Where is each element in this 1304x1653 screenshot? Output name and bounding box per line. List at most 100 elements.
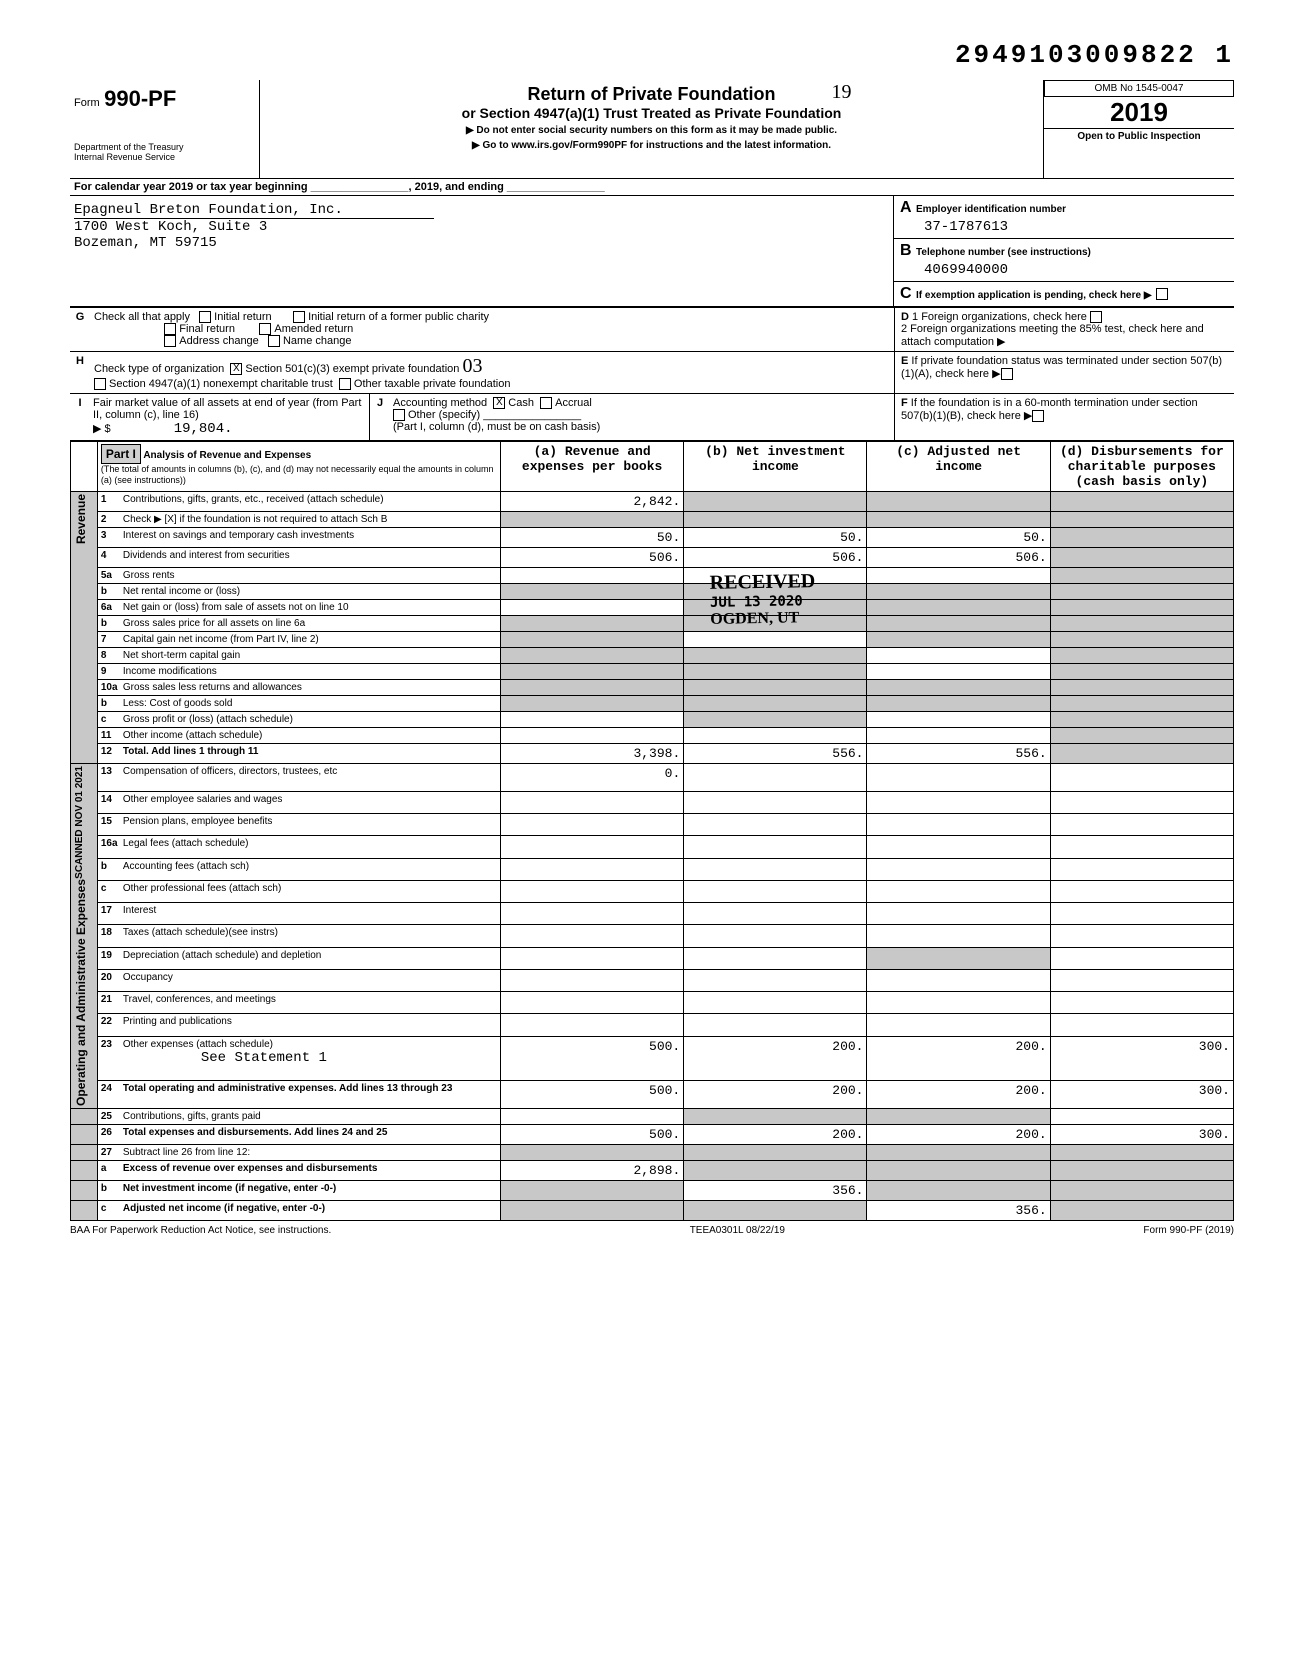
stamp-l3: OGDEN, UT [710, 609, 816, 629]
line-10a: 10aGross sales less returns and allowanc… [97, 680, 500, 696]
l27b-b: 356. [684, 1180, 867, 1200]
cb-accrual[interactable] [540, 397, 552, 409]
h-text: Check type of organization [94, 363, 224, 375]
box-a-title: Employer identification number [916, 204, 1066, 215]
ein-value: 37-1787613 [924, 219, 1008, 235]
line-16a: 16aLegal fees (attach schedule) [97, 836, 500, 858]
h-hand: 03 [462, 355, 482, 377]
cb-d1[interactable] [1090, 311, 1102, 323]
cb-h1[interactable]: X [230, 363, 242, 375]
h-content: Check type of organization XSection 501(… [90, 352, 894, 393]
l16a-desc: Legal fees (attach schedule) [123, 838, 249, 849]
cb-other[interactable] [393, 409, 405, 421]
l23-a: 500. [501, 1036, 684, 1080]
right-boxes: A Employer identification number 37-1787… [894, 196, 1234, 306]
l4-desc: Dividends and interest from securities [123, 550, 290, 561]
received-stamp: RECEIVED JUL 13 2020 OGDEN, UT [710, 570, 817, 629]
line-18: 18Taxes (attach schedule)(see instrs) [97, 925, 500, 947]
line-6a: 6aNet gain or (loss) from sale of assets… [97, 600, 500, 616]
cb-final[interactable] [164, 323, 176, 335]
box-c: C If exemption application is pending, c… [894, 282, 1234, 306]
l14-desc: Other employee salaries and wages [123, 794, 283, 805]
cb-address[interactable] [164, 335, 176, 347]
line-16c: cOther professional fees (attach sch) [97, 880, 500, 902]
cb-h2[interactable] [94, 378, 106, 390]
cb-cash[interactable]: X [493, 397, 505, 409]
l17-desc: Interest [123, 905, 156, 916]
opt-amended: Amended return [274, 323, 353, 335]
box-e: E If private foundation status was termi… [894, 352, 1234, 393]
footer-right: Form 990-PF (2019) [1143, 1225, 1234, 1236]
l19-desc: Depreciation (attach schedule) and deple… [123, 950, 321, 961]
l23-c: 200. [867, 1036, 1050, 1080]
l16c-desc: Other professional fees (attach sch) [123, 883, 281, 894]
l13-a: 0. [501, 764, 684, 792]
l23-b: 200. [684, 1036, 867, 1080]
line-13: 13Compensation of officers, directors, t… [97, 764, 500, 792]
line-23: 23Other expenses (attach schedule) See S… [97, 1036, 500, 1080]
line-24: 24Total operating and administrative exp… [97, 1081, 500, 1109]
dept-line2: Internal Revenue Service [74, 152, 255, 162]
j-content: Accounting method XCash Accrual Other (s… [390, 394, 894, 440]
l4-a: 506. [501, 548, 684, 568]
l24-desc: Total operating and administrative expen… [123, 1083, 453, 1094]
line-16b: bAccounting fees (attach sch) [97, 858, 500, 880]
cb-h3[interactable] [339, 378, 351, 390]
opex-side: Operating and Administrative Expenses [74, 879, 88, 1106]
org-addr1: 1700 West Koch, Suite 3 [74, 219, 889, 235]
line-26: 26Total expenses and disbursements. Add … [97, 1124, 500, 1144]
cb-e[interactable] [1001, 368, 1013, 380]
box-c-label: C [900, 285, 912, 302]
form-header: Form 990-PF Department of the Treasury I… [70, 80, 1234, 179]
box-c-checkbox[interactable] [1156, 288, 1168, 300]
l24-d: 300. [1050, 1081, 1233, 1109]
l5a-desc: Gross rents [123, 570, 175, 581]
l7-desc: Capital gain net income (from Part IV, l… [123, 634, 319, 645]
col-a-hdr: (a) Revenue and expenses per books [501, 442, 684, 492]
section-ij: I Fair market value of all assets at end… [70, 394, 1234, 441]
box-c-text: If exemption application is pending, che… [916, 290, 1152, 301]
box-f-text: If the foundation is in a 60-month termi… [901, 397, 1198, 422]
l23-d: 300. [1050, 1036, 1233, 1080]
l6b-desc: Gross sales price for all assets on line… [123, 618, 305, 629]
l23-extra: See Statement 1 [201, 1050, 327, 1066]
l16b-desc: Accounting fees (attach sch) [123, 861, 249, 872]
box-b-label: B [900, 242, 912, 259]
opt-initial: Initial return [214, 311, 271, 323]
cb-f[interactable] [1032, 410, 1044, 422]
cb-initial-former[interactable] [293, 311, 305, 323]
h-label: H [70, 352, 90, 393]
line-8: 8Net short-term capital gain [97, 648, 500, 664]
i-text: Fair market value of all assets at end o… [93, 397, 361, 421]
part1-label: Part I [101, 444, 141, 464]
note1: ▶ Do not enter social security numbers o… [268, 125, 1035, 136]
note2: ▶ Go to www.irs.gov/Form990PF for instru… [268, 140, 1035, 151]
inspection-note: Open to Public Inspection [1044, 128, 1234, 144]
opt-other: Other (specify) [408, 409, 480, 421]
form-subtitle: or Section 4947(a)(1) Trust Treated as P… [268, 105, 1035, 121]
l10b-desc: Less: Cost of goods sold [123, 698, 233, 709]
cb-name[interactable] [268, 335, 280, 347]
line-27a: aExcess of revenue over expenses and dis… [97, 1160, 500, 1180]
cb-amended[interactable] [259, 323, 271, 335]
l26-a: 500. [501, 1124, 684, 1144]
l1-a: 2,842. [501, 492, 684, 512]
l27c-c: 356. [867, 1200, 1050, 1220]
h-opt1: Section 501(c)(3) exempt private foundat… [245, 363, 459, 375]
section-g: G Check all that apply Initial return In… [70, 307, 1234, 352]
box-e-text: If private foundation status was termina… [901, 355, 1222, 380]
i-content: Fair market value of all assets at end o… [90, 394, 370, 440]
section-h: H Check type of organization XSection 50… [70, 352, 1234, 394]
line-17: 17Interest [97, 903, 500, 925]
box-d: D 1 Foreign organizations, check here 2 … [894, 308, 1234, 351]
box-e-label: E [901, 355, 908, 367]
l13-desc: Compensation of officers, directors, tru… [123, 766, 337, 777]
opt-initial-former: Initial return of a former public charit… [308, 311, 489, 323]
l24-c: 200. [867, 1081, 1050, 1109]
line-15: 15Pension plans, employee benefits [97, 814, 500, 836]
cb-initial[interactable] [199, 311, 211, 323]
line-19: 19Depreciation (attach schedule) and dep… [97, 947, 500, 969]
line-4: 4Dividends and interest from securities [97, 548, 500, 568]
handwritten-year: 19 [832, 81, 852, 103]
line-2: 2Check ▶ [X] if the foundation is not re… [97, 512, 500, 528]
